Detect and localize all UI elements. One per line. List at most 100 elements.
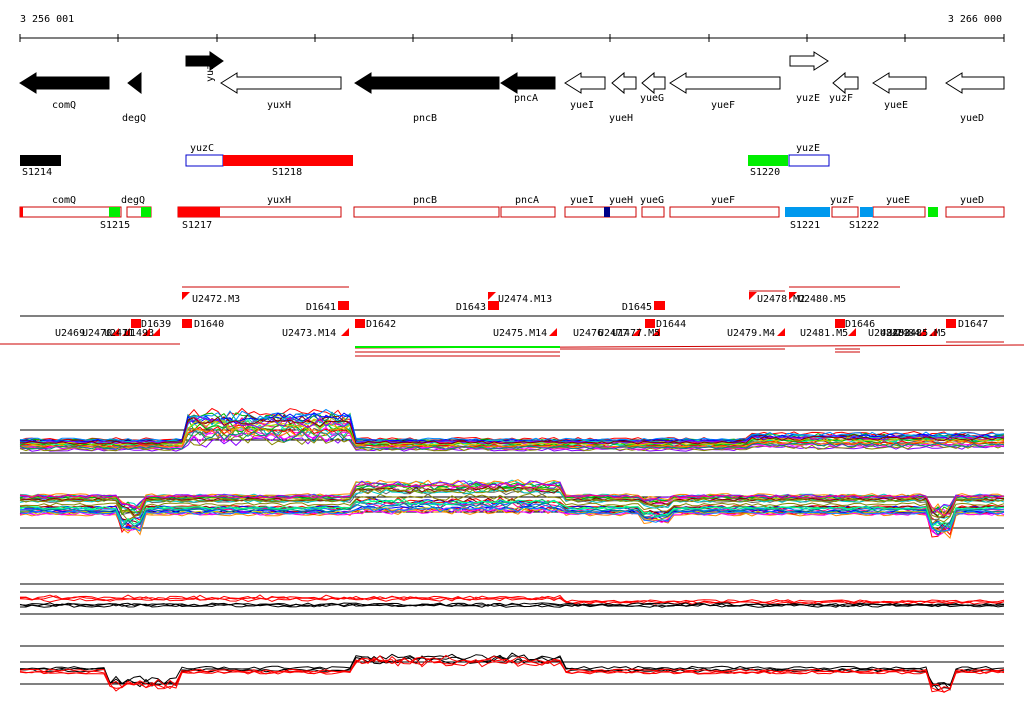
ruler-start-label: 3 256 001	[20, 14, 74, 25]
gene-label: comQ	[52, 100, 76, 111]
cds-box-yuzF[interactable]	[831, 206, 859, 218]
profile-trace	[19, 594, 1005, 604]
ruler-end-label: 3 266 000	[948, 14, 1002, 25]
gene-label: yueE	[884, 100, 908, 111]
cds-box-comQ[interactable]	[19, 206, 122, 218]
gene-arrow-comQ[interactable]	[19, 72, 110, 94]
gene-arrow-yuzE[interactable]	[789, 51, 829, 71]
cds-label: yueG	[640, 195, 664, 206]
segment-label: S1214	[22, 167, 52, 178]
cds-feature-label: S1221	[790, 220, 820, 231]
feature-label-down: D1646	[845, 319, 875, 330]
cds-box-pncB[interactable]	[353, 206, 500, 218]
profile-trace	[19, 482, 1005, 517]
cds-box-yueD[interactable]	[945, 206, 1005, 218]
cds-box-yueG[interactable]	[641, 206, 665, 218]
profile-trace	[19, 502, 1005, 536]
cds-feature-S1217[interactable]	[178, 207, 220, 217]
profile-trace	[19, 508, 1005, 539]
cds-box-yueI[interactable]	[564, 206, 607, 218]
cds-feature-S1221[interactable]	[785, 207, 830, 217]
summary-profiles-2	[19, 652, 1005, 694]
segment-label: S1220	[750, 167, 780, 178]
profile-trace	[19, 430, 1005, 450]
feature-label-down: D1642	[366, 319, 396, 330]
cds-feature-green[interactable]	[141, 207, 151, 217]
cds-label: pncB	[413, 195, 437, 206]
cds-box-pncA[interactable]	[500, 206, 556, 218]
feature-label-up: U2478.M2	[757, 294, 805, 305]
cds-feature-S1215[interactable]	[109, 207, 120, 217]
gene-label: yuzF	[829, 93, 853, 104]
cds-label: yueI	[570, 195, 594, 206]
cds-box-yueF[interactable]	[669, 206, 780, 218]
cds-label: yueH	[609, 195, 633, 206]
segment-label: S1218	[272, 167, 302, 178]
gene-label: yueF	[711, 100, 735, 111]
gene-arrow-yuzC[interactable]	[185, 51, 224, 71]
expression-panel-2	[19, 479, 1005, 539]
segment-yuzE[interactable]	[788, 154, 830, 167]
cds-label: yueE	[886, 195, 910, 206]
feature-label-down: U2476	[573, 328, 603, 339]
gene-arrow-pncA[interactable]	[500, 72, 556, 94]
segment-label: yuzC	[190, 143, 214, 154]
profile-trace	[19, 416, 1005, 445]
cds-box-yueH[interactable]	[605, 206, 637, 218]
profile-trace	[19, 480, 1005, 514]
profile-trace	[20, 595, 1005, 605]
cds-box-yueE[interactable]	[872, 206, 926, 218]
cds-feature-navy[interactable]	[604, 207, 610, 217]
feature-label-down: U2482	[868, 328, 898, 339]
ruler-ticks	[19, 34, 1005, 42]
coordinate-ruler: 3 256 001 3 266 000	[19, 14, 1005, 42]
gene-label: yuzE	[796, 93, 820, 104]
feature-label-up: D1641	[306, 302, 336, 313]
segment-yuzC[interactable]	[185, 154, 224, 167]
feature-label-down: U2473.M14	[282, 328, 336, 339]
gene-label: pncA	[514, 93, 538, 104]
gene-arrow-yueD[interactable]	[945, 72, 1005, 94]
gene-arrow-yueH[interactable]	[611, 71, 637, 95]
segment-track: S1214 yuzC S1218 S1220 yuzE	[20, 143, 830, 178]
expression-profiles-1	[19, 407, 1005, 452]
cds-feature-S1222[interactable]	[860, 207, 873, 217]
gene-label: yuzC	[205, 58, 216, 82]
cds-feature-green-2[interactable]	[928, 207, 938, 217]
profile-trace	[19, 506, 1005, 532]
feature-label-down: U1477.M5	[612, 328, 660, 339]
gene-arrow-yueE[interactable]	[872, 72, 927, 94]
gene-arrow-degQ[interactable]	[127, 71, 142, 95]
cds-label: yuzF	[830, 195, 854, 206]
segment-S1220[interactable]	[748, 155, 788, 166]
feature-label-down: U2477	[598, 328, 628, 339]
feature-label-down: D1647	[958, 319, 988, 330]
profile-trace	[19, 498, 1005, 529]
feature-label-up: D1645	[622, 302, 652, 313]
profile-trace	[19, 655, 1005, 691]
gene-labels: comQ degQ yuzC yuxH pncB pncA yueI yueH …	[52, 58, 984, 124]
feature-label-down: U2481.M5	[800, 328, 848, 339]
gene-arrow-yuzF[interactable]	[832, 71, 859, 95]
gene-arrow-yuxH[interactable]	[220, 72, 342, 94]
segment-S1218[interactable]	[223, 155, 353, 166]
gene-arrow-pncB[interactable]	[354, 72, 500, 94]
profile-trace	[19, 486, 1005, 519]
gene-arrow-yueI[interactable]	[564, 72, 606, 94]
segment-S1214[interactable]	[20, 155, 61, 166]
segment-label: yuzE	[796, 143, 820, 154]
expression-profiles-2	[19, 479, 1005, 539]
cds-label: pncA	[515, 195, 539, 206]
summary-panel-2	[19, 645, 1005, 694]
cds-track: comQ degQ yuxH pncB pncA yueI yueH yueG …	[19, 195, 1005, 231]
gene-label: yueI	[570, 100, 594, 111]
gene-track	[19, 51, 1005, 95]
gene-label: yueG	[640, 93, 664, 104]
gene-label: pncB	[413, 113, 437, 124]
gene-label: yuxH	[267, 100, 291, 111]
cds-feature-label: S1215	[100, 220, 130, 231]
cds-feature-red-edge	[20, 207, 23, 217]
gene-arrow-yueF[interactable]	[669, 72, 781, 94]
gene-arrow-yueG[interactable]	[641, 71, 666, 95]
